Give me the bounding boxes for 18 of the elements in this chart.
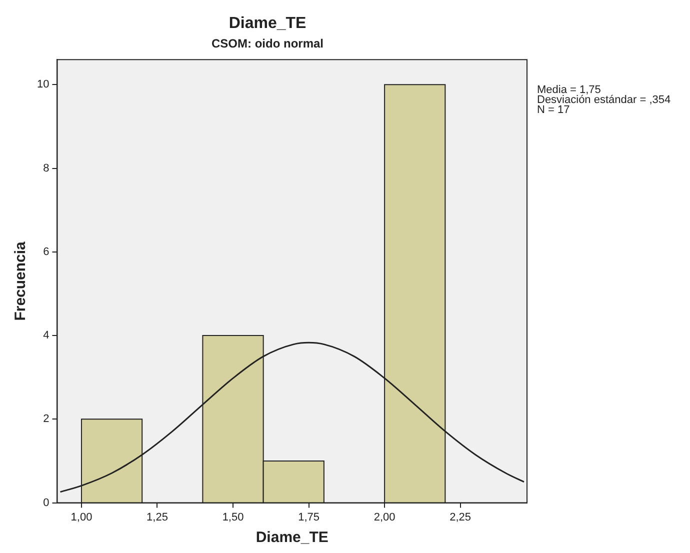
text: Desviación estándar = ,354 [537, 94, 671, 106]
y-tick-label: 8 [43, 162, 50, 174]
chart-subtitle: CSOM: oido normal [212, 36, 324, 51]
y-tick-label: 6 [43, 246, 50, 258]
chart-title: Diame_TE [228, 15, 307, 32]
y-tick-label: 2 [43, 413, 50, 426]
y-tick-label: 4 [43, 330, 50, 342]
x-tick-label: 1,00 [70, 511, 92, 524]
y-axis-title: Frecuencia [12, 240, 30, 321]
x-tick-label: 2,25 [450, 511, 472, 524]
x-tick-label: 1,50 [222, 511, 244, 524]
y-tick-label: 0 [43, 496, 50, 509]
text: N = 17 [537, 104, 570, 116]
x-tick-label: 2,00 [374, 511, 396, 524]
x-tick-label: 1,75 [298, 511, 320, 524]
x-tick-label: 1,25 [146, 511, 168, 524]
y-tick-label: 10 [36, 78, 50, 91]
x-axis-title: Diame_TE [256, 529, 328, 546]
